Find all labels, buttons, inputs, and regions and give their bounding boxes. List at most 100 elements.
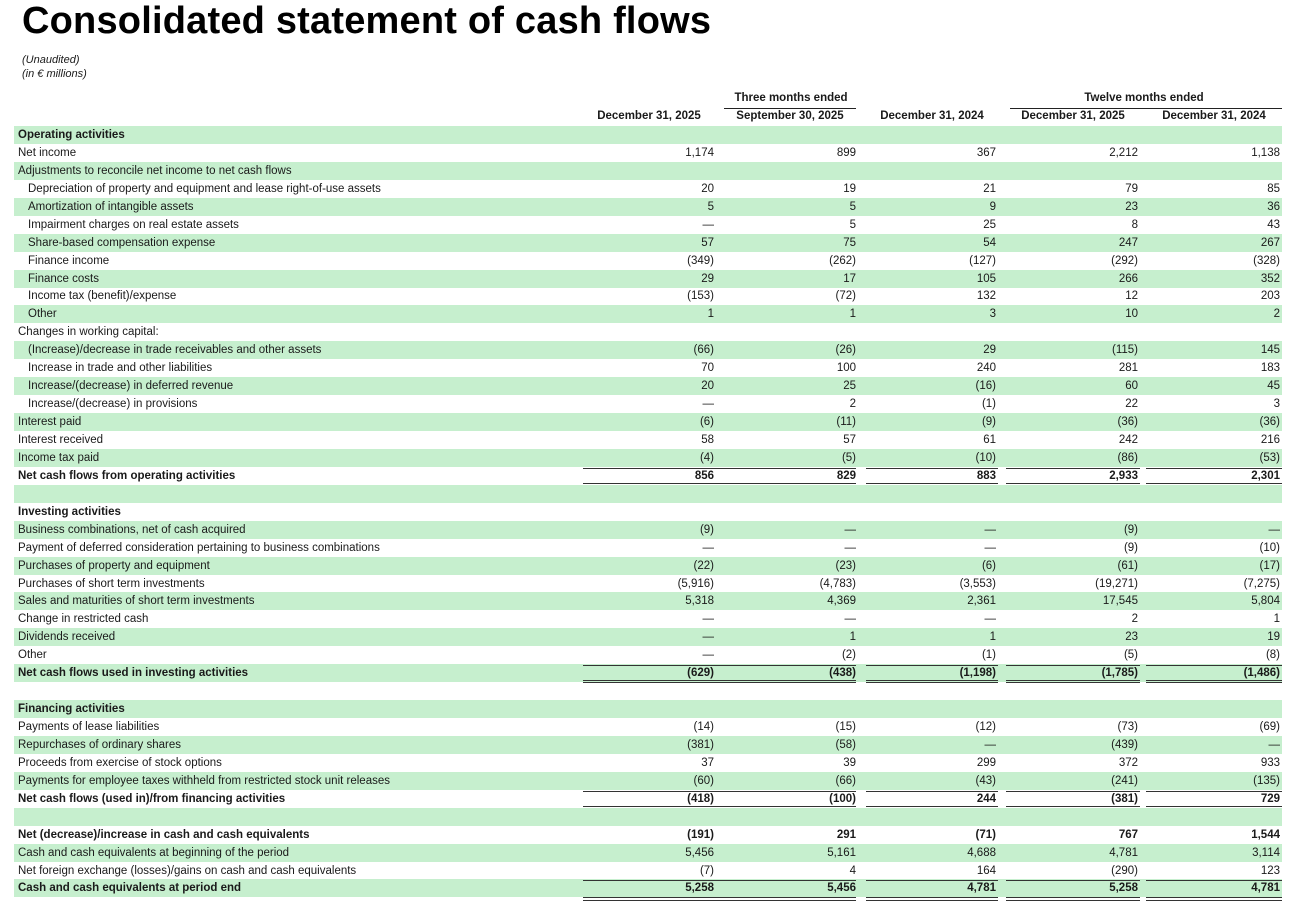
row-label: Changes in working capital: (18, 326, 159, 339)
cell-value: (2) (841, 649, 856, 662)
cell-value: — (702, 541, 715, 554)
cell-value: — (702, 631, 715, 644)
table-row: Payments of lease liabilities (14) (15) (12… (14, 718, 1282, 736)
cell-value: 25 (843, 380, 856, 393)
row-label: Interest paid (18, 416, 82, 429)
spacer-row (14, 682, 1282, 700)
cell-value: 145 (1260, 344, 1280, 357)
cell-value: (22) (693, 559, 714, 572)
cell-value: 58 (701, 433, 714, 446)
row-label: Operating activities (18, 129, 125, 141)
cell-value: (7) (699, 864, 714, 877)
table-row: Proceeds from exercise of stock options 3… (14, 754, 1282, 772)
cell-value: (17) (1259, 559, 1280, 572)
table-row: Other 1 1 3 10 2 (14, 305, 1282, 324)
cell-value: 1 (989, 631, 996, 644)
table-row: Payment of deferred consideration pertai… (14, 539, 1282, 557)
table-row: Changes in working capital: (14, 323, 1282, 341)
cell-value: 2 (1131, 613, 1138, 626)
table-row: Purchases of property and equipment (22) (… (14, 556, 1282, 575)
cell-value: 291 (836, 828, 856, 841)
table-row: Interest paid (6) (11) (9) (36) (36) (14, 413, 1282, 432)
cell-value: (71) (975, 828, 996, 841)
cell-value: (36) (1117, 416, 1138, 429)
cell-value: 123 (1260, 864, 1280, 877)
cell-value: (10) (975, 451, 996, 464)
row-label: Net income (18, 146, 77, 159)
total-bottom-rule (866, 482, 998, 486)
cell-value: 79 (1125, 182, 1138, 195)
cell-value: (11) (836, 416, 856, 429)
group-header-three-months: Three months ended (734, 92, 848, 104)
cell-value: 1 (849, 308, 856, 321)
cell-value: 299 (976, 756, 996, 769)
total-top-rule (724, 790, 856, 792)
page-title: Consolidated statement of cash flows (22, 0, 712, 42)
cell-value: 4,369 (827, 595, 856, 608)
cell-value: (418) (687, 792, 714, 805)
cell-value: 4,781 (1109, 846, 1138, 859)
cell-value: 5 (849, 200, 856, 213)
cell-value: (66) (693, 344, 714, 357)
table-row: Sales and maturities of short term inves… (14, 592, 1282, 611)
cell-value: — (844, 523, 857, 536)
row-label: Financing activities (18, 703, 125, 716)
cell-value: 3 (989, 308, 996, 321)
row-label: Business combinations, net of cash acqui… (18, 523, 246, 536)
cell-value: 5,456 (827, 882, 856, 895)
row-label: Net cash flows from operating activities (18, 469, 236, 482)
cell-value: (12) (975, 721, 996, 734)
cell-value: 60 (1125, 380, 1138, 393)
table-row: Depreciation of property and equipment a… (14, 180, 1282, 198)
total-bottom-rule (583, 680, 724, 684)
table-row: Share-based compensation expense 57 75 54 24… (14, 233, 1282, 252)
cell-value: (153) (687, 290, 714, 303)
cell-value: 267 (1260, 236, 1280, 249)
cell-value: (4) (699, 451, 714, 464)
cell-value: 2,301 (1251, 469, 1280, 482)
cell-value: 29 (701, 272, 714, 285)
cell-value: (4,783) (819, 577, 856, 590)
cell-value: 1,138 (1251, 146, 1280, 159)
row-label: Change in restricted cash (18, 613, 149, 626)
cell-value: 20 (701, 182, 714, 195)
row-label: Amortization of intangible assets (28, 200, 194, 213)
cell-value: — (702, 649, 715, 662)
cell-value: (23) (835, 559, 856, 572)
cell-value: 37 (701, 756, 714, 769)
section-heading-row: Investing activities (14, 503, 1282, 521)
cell-value: (9) (699, 523, 714, 536)
cell-value: 21 (983, 182, 996, 195)
cell-value: 10 (1125, 308, 1138, 321)
cell-value: (349) (687, 254, 714, 267)
row-label: Net foreign exchange (losses)/gains on c… (18, 864, 357, 877)
table-row: Repurchases of ordinary shares (381) (58) —… (14, 735, 1282, 754)
cell-value: (60) (693, 774, 714, 787)
row-label: Sales and maturities of short term inves… (18, 595, 255, 608)
cell-value: — (844, 613, 857, 626)
cell-value: (5) (841, 451, 856, 464)
column-header: September 30, 2025 (736, 110, 844, 122)
cell-value: (10) (1259, 541, 1280, 554)
table-row: Purchases of short term investments (5,91… (14, 575, 1282, 593)
row-label: Proceeds from exercise of stock options (18, 756, 222, 769)
cell-value: 4 (849, 864, 856, 877)
row-label: Cash and cash equivalents at beginning o… (18, 846, 290, 859)
table-row: Finance income (349) (262) (127) (292) (328) (14, 252, 1282, 270)
cell-value: (53) (1259, 451, 1280, 464)
total-top-rule (724, 880, 856, 882)
subtitle-unaudited: (Unaudited) (22, 54, 80, 66)
cell-value: 19 (843, 182, 856, 195)
cell-value: (629) (687, 667, 714, 680)
table-row: Net cash flows from operating activities… (14, 467, 1282, 486)
cell-value: (328) (1253, 254, 1280, 267)
cell-value: (8) (1265, 649, 1280, 662)
cell-value: 85 (1267, 182, 1280, 195)
cell-value: 367 (976, 146, 996, 159)
cell-value: — (1268, 738, 1281, 751)
total-top-rule (724, 467, 856, 469)
total-bottom-rule (1146, 805, 1282, 809)
cell-value: (6) (981, 559, 996, 572)
cell-value: (135) (1253, 774, 1280, 787)
cell-value: 70 (701, 362, 714, 375)
